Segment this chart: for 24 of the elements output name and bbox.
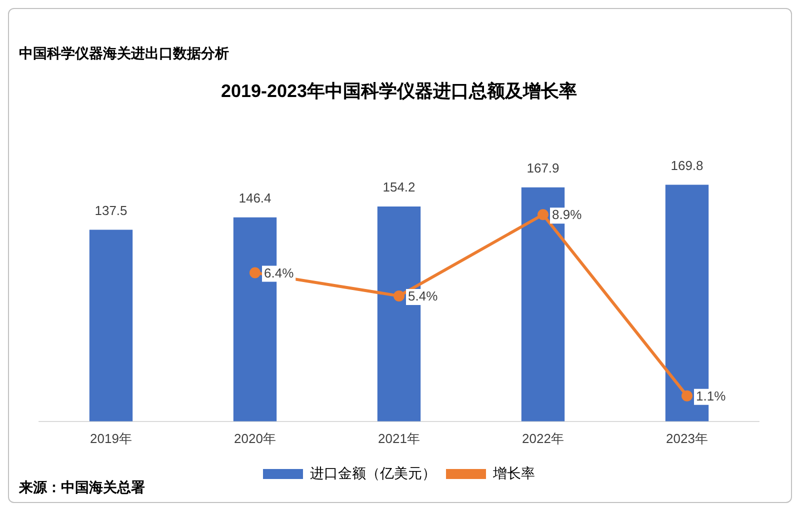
x-tick-label: 2023年 <box>666 430 708 446</box>
legend-label: 进口金额（亿美元） <box>310 464 436 481</box>
x-tick-label: 2021年 <box>378 430 420 446</box>
data-label: 146.4 <box>238 190 272 206</box>
bar <box>89 230 133 422</box>
data-label: 137.5 <box>94 202 128 218</box>
data-label: 5.4% <box>408 288 438 304</box>
data-label: 6.4% <box>264 265 294 280</box>
x-tick-label: 2020年 <box>234 430 276 446</box>
x-tick-label: 2019年 <box>90 430 132 446</box>
data-label: 167.9 <box>526 160 560 176</box>
chart-title: 2019-2023年中国科学仪器进口总额及增长率 <box>220 80 578 101</box>
point <box>394 290 404 302</box>
point <box>538 209 548 220</box>
source-note: 来源：中国海关总署 <box>19 479 145 497</box>
data-label: 169.8 <box>670 158 704 173</box>
data-label: 8.9% <box>552 207 582 222</box>
data-label: 1.1% <box>696 388 726 404</box>
x-tick-label: 2022年 <box>522 430 564 446</box>
chart-subtitle: 中国科学仪器海关进出口数据分析 <box>19 45 229 63</box>
point <box>682 390 692 402</box>
point <box>250 267 260 278</box>
data-label: 154.2 <box>382 180 416 195</box>
legend-label: 增长率 <box>492 464 535 481</box>
